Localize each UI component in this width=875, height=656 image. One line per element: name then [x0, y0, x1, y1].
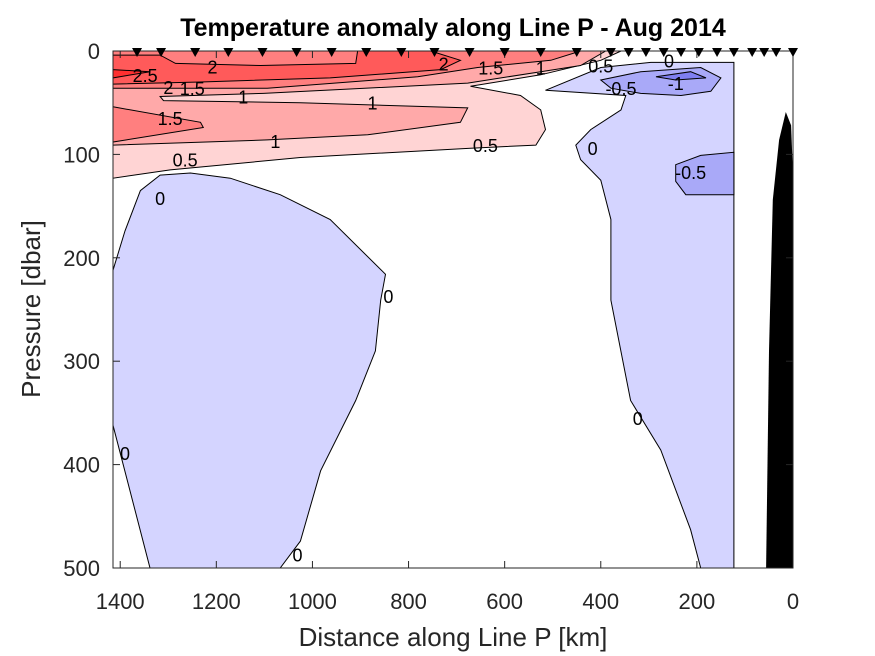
station-marker	[396, 48, 407, 57]
contour-label: 0	[664, 51, 674, 71]
station-marker	[326, 48, 337, 57]
station-marker	[257, 48, 268, 57]
station-marker	[132, 48, 143, 57]
chart-title: Temperature anomaly along Line P - Aug 2…	[180, 14, 726, 42]
contour-label: 1	[238, 87, 248, 107]
station-marker	[571, 48, 582, 57]
station-marker	[605, 48, 616, 57]
x-tick-label: 200	[679, 589, 716, 614]
contour-label: 0	[588, 139, 598, 159]
station-marker	[728, 48, 739, 57]
y-tick-label: 400	[63, 453, 100, 478]
contour-label: 0.5	[473, 136, 498, 156]
x-axis-label: Distance along Line P [km]	[299, 622, 608, 652]
station-marker	[190, 48, 201, 57]
axis-ticks: 1400 1200 1000 800 600 400 200 0010020030040050…	[63, 39, 799, 614]
station-marker	[429, 48, 440, 57]
station-marker	[291, 48, 302, 57]
x-tick-label: 0	[787, 589, 799, 614]
y-tick-label: 0	[88, 39, 100, 64]
y-tick-label: 100	[63, 142, 100, 167]
contour-label: 1	[270, 132, 280, 152]
contour-label: 1	[536, 59, 546, 79]
contour-label: -0.5	[605, 79, 636, 99]
station-marker	[712, 48, 723, 57]
contour-label: 1.5	[158, 109, 183, 129]
station-marker	[623, 48, 634, 57]
contour-label: 1.5	[180, 79, 205, 99]
contour-label: 2	[207, 58, 217, 78]
x-tick-label: 1400	[96, 589, 145, 614]
y-axis-label: Pressure [dbar]	[16, 220, 46, 398]
contour-label: 1	[367, 94, 377, 114]
contour-label: -1	[668, 74, 684, 94]
contour-label: 0.5	[588, 56, 613, 76]
x-tick-label: 1000	[288, 589, 337, 614]
station-marker	[788, 48, 798, 57]
station-marker	[676, 48, 687, 57]
x-tick-label: 400	[582, 589, 619, 614]
x-tick-label: 600	[486, 589, 523, 614]
axes-box	[112, 50, 794, 569]
station-marker	[747, 48, 758, 57]
contour-label: 2.5	[133, 66, 158, 86]
station-marker	[693, 48, 704, 57]
contour-label: 0	[120, 444, 130, 464]
station-marker	[361, 48, 372, 57]
y-tick-label: 300	[63, 349, 100, 374]
bathymetry-region	[766, 112, 793, 568]
station-marker	[156, 48, 167, 57]
station-marker	[771, 48, 782, 57]
contour-label: 0.5	[173, 151, 198, 171]
contour-label: 0	[293, 546, 303, 566]
station-markers	[132, 48, 798, 57]
station-marker	[464, 48, 475, 57]
x-tick-label: 1200	[192, 589, 241, 614]
station-marker	[658, 48, 669, 57]
contour-label: -0.5	[675, 163, 706, 183]
contour-label: 0	[155, 189, 165, 209]
contour-label: 0	[633, 409, 643, 429]
station-marker	[759, 48, 770, 57]
contour-region-lt-m0-5	[675, 151, 735, 196]
contour-regions	[112, 50, 793, 569]
y-tick-label: 200	[63, 246, 100, 271]
station-marker	[640, 48, 651, 57]
station-marker	[499, 48, 510, 57]
station-marker	[535, 48, 546, 57]
y-tick-label: 500	[63, 556, 100, 581]
contour-label: 1.5	[478, 59, 503, 79]
contour-label: 2	[439, 54, 449, 74]
contour-region-lt-m1	[655, 71, 707, 81]
contour-label: 0	[383, 287, 393, 307]
contour-label: 2	[163, 78, 173, 98]
station-marker	[223, 48, 234, 57]
x-tick-label: 800	[390, 589, 427, 614]
